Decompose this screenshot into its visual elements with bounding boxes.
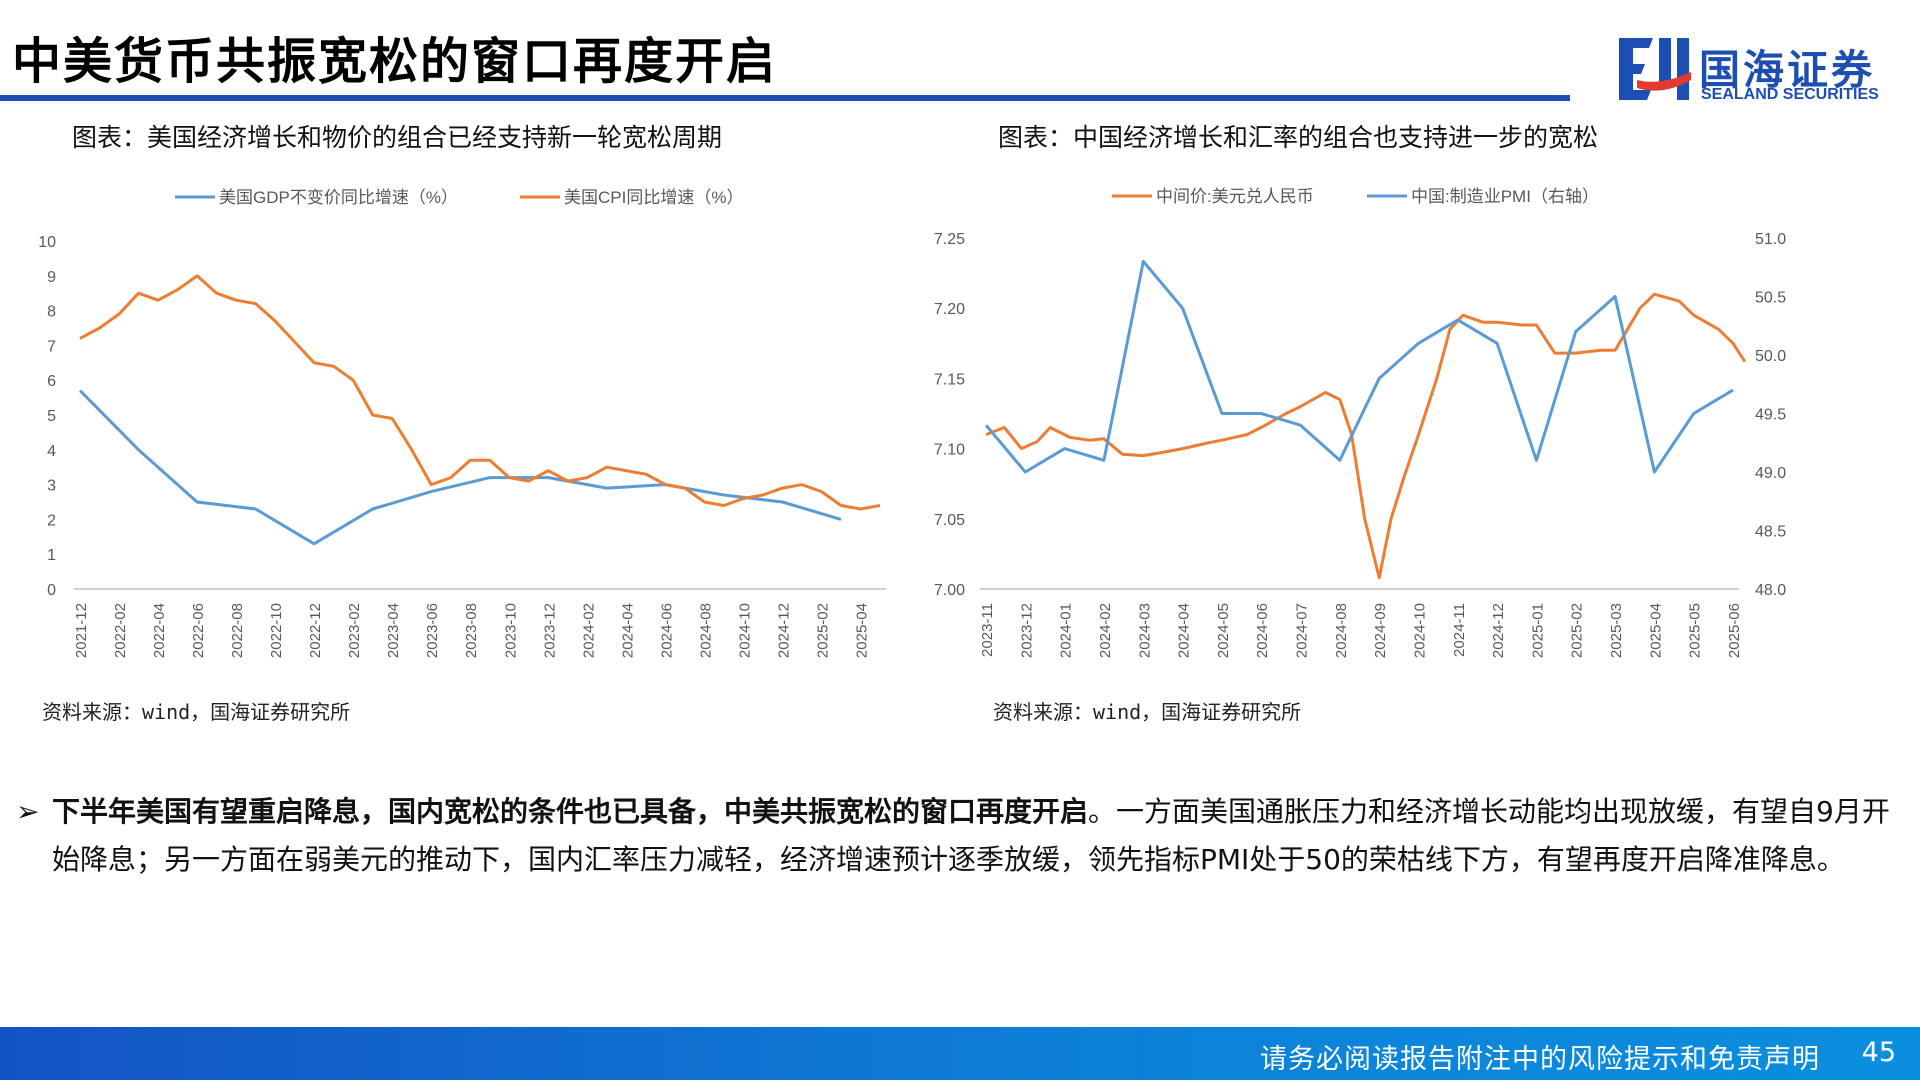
x-tick-label: 2024-03 (1136, 603, 1153, 658)
x-tick-label: 2024-11 (1451, 603, 1468, 657)
footer-disclaimer: 请务必阅读报告附注中的风险提示和免责声明 (1260, 1044, 1820, 1075)
y2-tick-label: 50.5 (1755, 290, 1786, 307)
x-tick-label: 2025-03 (1608, 603, 1625, 658)
x-tick-label: 2024-05 (1215, 603, 1232, 658)
left-source-note: 资料来源：wind，国海证券研究所 (42, 700, 351, 724)
x-tick-label: 2025-02 (1569, 603, 1586, 658)
y-tick-label: 0 (47, 582, 56, 599)
logo-subtitle: SEALAND SECURITIES (1701, 86, 1879, 103)
x-tick-label: 2023-08 (463, 603, 480, 658)
logo-mark-icon (1619, 38, 1691, 100)
x-tick-label: 2023-02 (346, 603, 363, 658)
y-tick-label: 9 (47, 269, 56, 286)
x-tick-label: 2021-12 (73, 603, 90, 658)
us-growth-inflation-chart: 0 1 2 3 4 5 6 7 8 9 10 2021-12 2022-02 2022-04 2022-06… (38, 188, 886, 658)
series-line-2 (984, 259, 1734, 474)
y2-tick-label: 51.0 (1755, 231, 1786, 248)
y-tick-label: 3 (47, 478, 56, 495)
x-tick-label: 2023-12 (1018, 603, 1035, 658)
y-tick-label: 10 (38, 234, 56, 251)
y2-tick-label: 50.0 (1755, 348, 1786, 365)
footer-bar: 请务必阅读报告附注中的风险提示和免责声明 45 (0, 1027, 1920, 1080)
slide-title: 中美货币共振宽松的窗口再度开启 (12, 33, 778, 90)
x-tick-label: 2024-08 (697, 603, 714, 658)
china-growth-fx-chart: 7.00 7.05 7.10 7.15 7.20 7.25 48.0 48.5 49.0 49.5… (934, 187, 1786, 658)
x-tick-label: 2025-05 (1687, 603, 1704, 658)
x-tick-label: 2024-04 (619, 603, 636, 658)
left-chart-caption: 图表：美国经济增长和物价的组合已经支持新一轮宽松周期 (72, 123, 723, 152)
y-tick-label: 8 (47, 304, 56, 321)
x-tick-label: 2022-04 (151, 603, 168, 658)
y-tick-label: 7.25 (934, 231, 965, 248)
x-tick-label: 2024-04 (1176, 603, 1193, 658)
bullet-arrow-icon: ➢ (16, 795, 40, 828)
y-tick-label: 1 (47, 547, 56, 564)
y-tick-label: 2 (47, 512, 56, 529)
y-tick-label: 5 (47, 408, 56, 425)
page-number: 45 (1861, 1037, 1896, 1068)
y-tick-label: 7.05 (934, 512, 965, 529)
x-tick-label: 2024-06 (658, 603, 675, 658)
y2-tick-label: 49.5 (1755, 407, 1786, 424)
x-tick-label: 2025-04 (853, 603, 870, 658)
x-tick-label: 2023-12 (541, 603, 558, 658)
series-line-1 (78, 389, 842, 546)
x-tick-label: 2024-08 (1333, 603, 1350, 658)
y-tick-label: 4 (47, 443, 56, 460)
right-chart-caption: 图表：中国经济增长和汇率的组合也支持进一步的宽松 (998, 123, 1599, 152)
y2-tick-label: 48.0 (1755, 582, 1786, 599)
x-tick-label: 2024-09 (1372, 603, 1389, 658)
right-source-note: 资料来源：wind，国海证券研究所 (993, 700, 1302, 724)
y-tick-label: 7.15 (934, 371, 965, 388)
x-tick-label: 2025-06 (1726, 603, 1743, 658)
x-tick-label: 2023-04 (385, 603, 402, 658)
title-rule (0, 95, 1570, 101)
y-tick-label: 7.10 (934, 442, 965, 459)
series-line-1 (985, 292, 1747, 580)
x-tick-label: 2022-02 (112, 603, 129, 658)
y2-tick-label: 49.0 (1755, 465, 1786, 482)
series-line-2 (79, 274, 881, 511)
x-tick-label: 2025-04 (1647, 603, 1664, 658)
x-tick-label: 2022-06 (190, 603, 207, 658)
legend-label-1: 美国GDP不变价同比增速（%） (219, 188, 458, 207)
y-tick-label: 7.20 (934, 301, 965, 318)
legend-label-1: 中间价:美元兑人民币 (1156, 187, 1314, 206)
x-tick-label: 2024-07 (1294, 603, 1311, 658)
x-tick-label: 2024-02 (1097, 603, 1114, 658)
x-tick-label: 2024-01 (1058, 603, 1075, 658)
x-tick-label: 2023-10 (502, 603, 519, 658)
x-tick-label: 2024-02 (580, 603, 597, 658)
x-tick-label: 2025-02 (814, 603, 831, 658)
y-tick-label: 7.00 (934, 582, 965, 599)
x-tick-label: 2022-10 (268, 603, 285, 658)
x-tick-label: 2025-01 (1529, 603, 1546, 658)
x-tick-label: 2023-06 (424, 603, 441, 658)
logo-name: 国海证券 (1699, 46, 1875, 94)
x-tick-label: 2024-10 (736, 603, 753, 658)
x-tick-label: 2023-11 (979, 603, 996, 657)
y2-tick-label: 48.5 (1755, 524, 1786, 541)
x-tick-label: 2024-12 (1490, 603, 1507, 658)
y-tick-label: 6 (47, 373, 56, 390)
summary-bullet: ➢ 下半年美国有望重启降息，国内宽松的条件也已具备，中美共振宽松的窗口再度开启。… (16, 788, 1906, 884)
x-tick-label: 2024-12 (775, 603, 792, 658)
x-tick-label: 2022-12 (307, 603, 324, 658)
x-tick-label: 2024-10 (1411, 603, 1428, 658)
x-tick-label: 2022-08 (229, 603, 246, 658)
x-tick-label: 2024-06 (1254, 603, 1271, 658)
y-tick-label: 7 (47, 338, 56, 355)
legend-label-2: 中国:制造业PMI（右轴） (1411, 187, 1599, 206)
bullet-body-text: 。一方面美国通胀压力和经济增长动能均出现放缓，有望自9月开始降息；另一方面在弱美… (52, 795, 1890, 876)
company-logo: 国海证券 SEALAND SECURITIES (1615, 28, 1910, 108)
legend-label-2: 美国CPI同比增速（%） (564, 188, 743, 207)
bullet-bold-text: 下半年美国有望重启降息，国内宽松的条件也已具备，中美共振宽松的窗口再度开启 (52, 795, 1089, 828)
